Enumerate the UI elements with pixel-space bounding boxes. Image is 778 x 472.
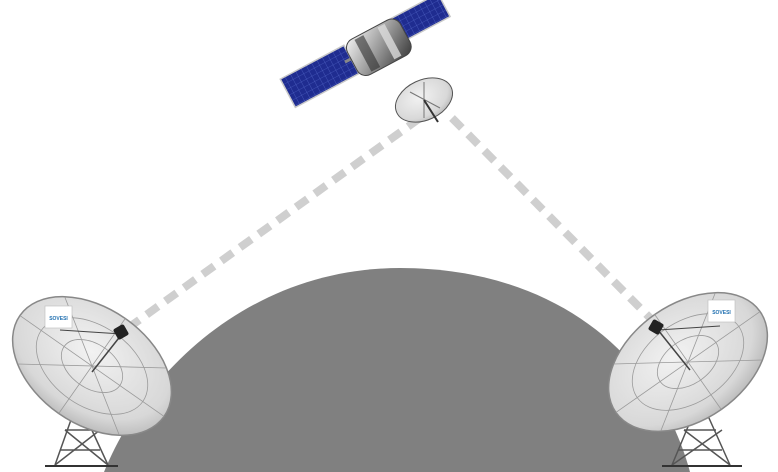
uplink-line [125,114,423,332]
logo-label-right: SOVESI [707,299,736,323]
satellite [279,0,453,123]
logo-label-left: SOVESI [44,305,73,329]
feed-horn-left [113,324,129,340]
logo-text-left: SOVESI [49,316,68,322]
satellite-body [345,18,412,77]
logo-text-right: SOVESI [712,310,731,316]
earth-dome [104,268,690,472]
dish-antenna-right: SOVESI [607,291,769,467]
feed-horn-right [648,319,664,335]
solar-panel-left [279,44,360,109]
downlink-line [449,115,659,327]
dish-antenna-left: SOVESI [11,295,173,467]
satellite-dish-antenna [395,77,453,123]
